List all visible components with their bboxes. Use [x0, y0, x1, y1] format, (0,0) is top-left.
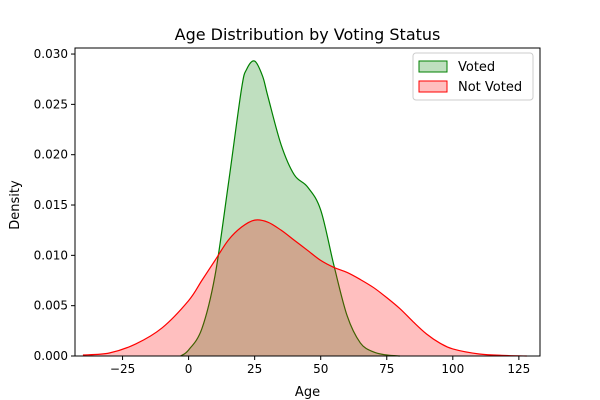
legend-box	[412, 52, 534, 101]
density-line-1	[82, 219, 527, 357]
legend-label-0: Voted	[458, 60, 495, 75]
x-tick-label-5: 100	[441, 362, 464, 376]
y-tick-label-0: 0.000	[34, 349, 68, 363]
chart-title: Age Distribution by Voting Status	[175, 25, 441, 44]
axes: −25 0 25 50 75 100 125 0.000 0.005 0.010 0.015 0.02…	[34, 47, 541, 376]
y-tick-label-6: 0.030	[34, 47, 68, 61]
y-tick-label-2: 0.010	[34, 248, 68, 262]
legend-label-1: Not Voted	[458, 80, 522, 95]
x-tick-label-0: −25	[110, 362, 135, 376]
x-tick-label-3: 50	[313, 362, 328, 376]
y-axis-label: Density	[8, 180, 23, 230]
legend: Voted Not Voted	[412, 52, 534, 101]
x-tick-label-1: 0	[185, 362, 193, 376]
legend-swatch-0	[418, 60, 448, 73]
x-tick-label-2: 25	[247, 362, 262, 376]
x-tick-label-6: 125	[507, 362, 530, 376]
density-fill-1	[82, 219, 527, 356]
x-axis-label: Age	[295, 385, 320, 400]
x-tick-label-4: 75	[379, 362, 394, 376]
legend-swatch-1	[418, 80, 448, 93]
y-tick-label-1: 0.005	[34, 299, 68, 313]
y-tick-label-5: 0.025	[34, 97, 68, 111]
y-tick-label-4: 0.020	[34, 148, 68, 162]
y-tick-label-3: 0.015	[34, 198, 68, 212]
density-line-0	[180, 60, 401, 357]
plot-area	[82, 60, 527, 357]
plot-frame	[74, 47, 541, 357]
